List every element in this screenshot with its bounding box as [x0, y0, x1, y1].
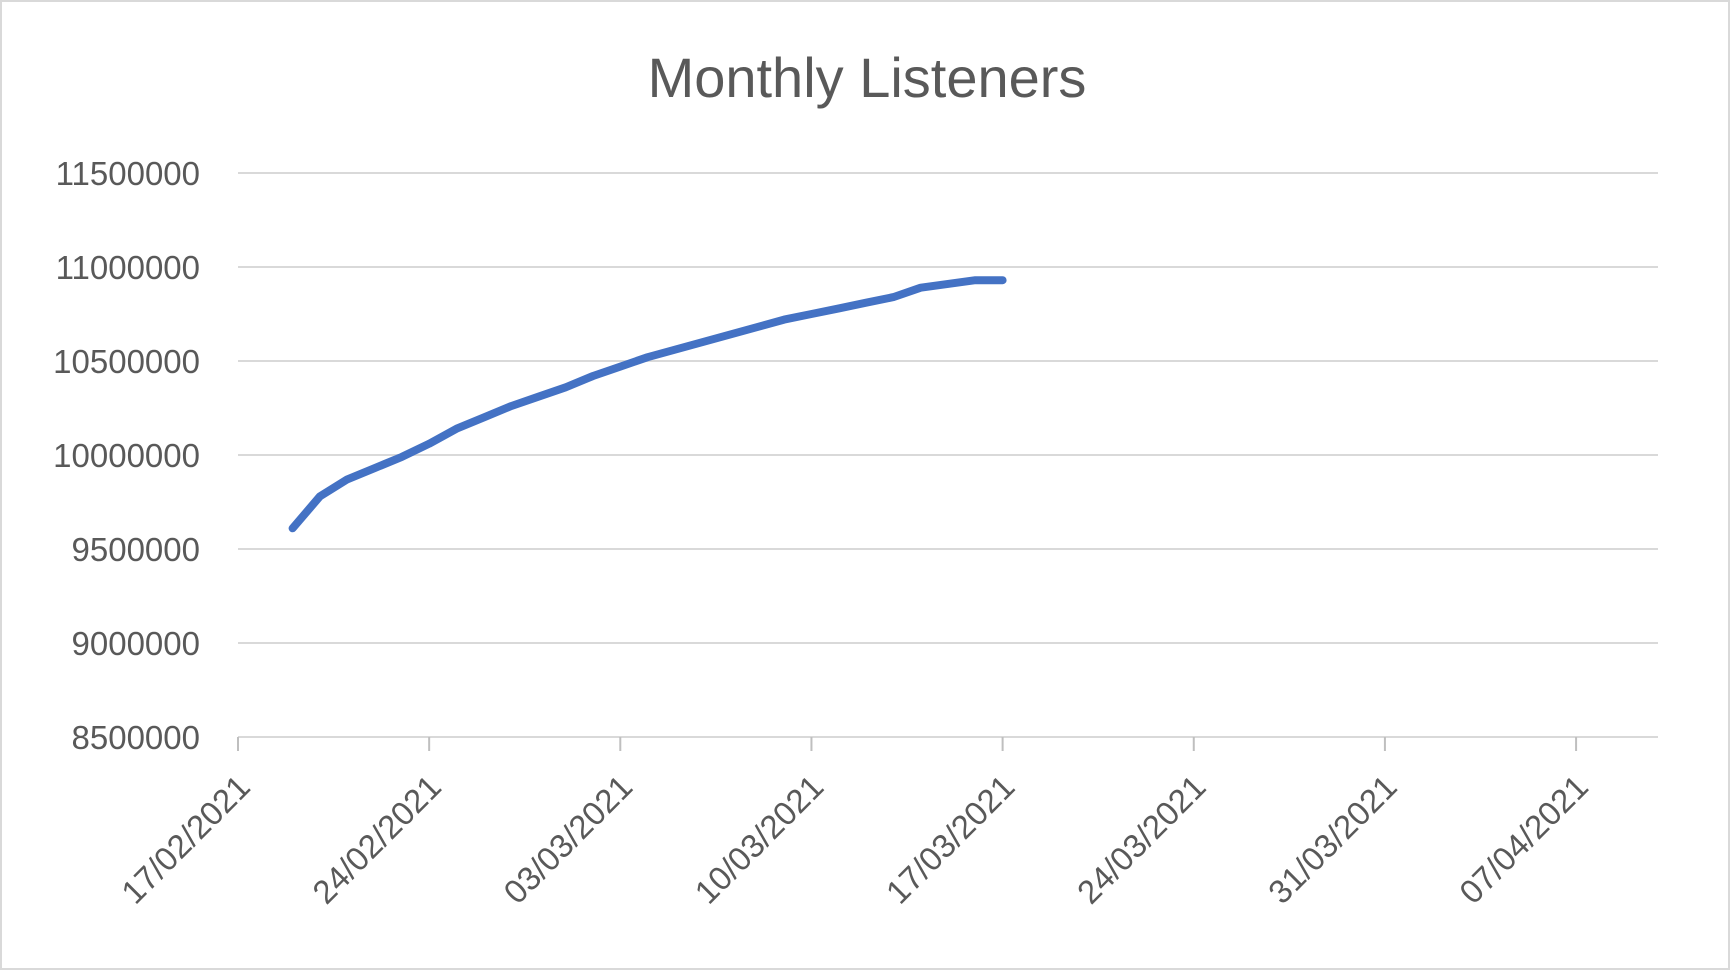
series-layer: [288, 276, 1007, 533]
y-tick-label: 11500000: [56, 155, 200, 192]
x-tick-label: 17/03/2021: [879, 768, 1022, 911]
x-tick-label: 03/03/2021: [496, 768, 639, 911]
y-tick-label: 10000000: [53, 437, 200, 474]
x-tick-label: 24/03/2021: [1070, 768, 1213, 911]
y-tick-label: 11000000: [56, 249, 200, 286]
x-axis: 17/02/2021 24/02/2021 03/03/2021 10/03/2021…: [114, 736, 1658, 911]
y-axis-tick-labels: 8500000 9000000 9500000 10000000 10500000 110…: [53, 155, 200, 756]
x-tick-label: 24/02/2021: [305, 768, 448, 911]
x-tick-label: 10/03/2021: [687, 768, 830, 911]
chart-title: Monthly Listeners: [648, 46, 1087, 109]
y-tick-label: 9500000: [72, 531, 200, 568]
x-tick-label: 07/04/2021: [1452, 768, 1595, 911]
series-line: [288, 276, 1007, 533]
y-tick-label: 9000000: [72, 625, 200, 662]
gridlines: [238, 172, 1658, 738]
y-tick-label: 10500000: [53, 343, 200, 380]
y-tick-label: 8500000: [72, 719, 200, 756]
x-tick-label: 17/02/2021: [114, 768, 257, 911]
x-tick-label: 31/03/2021: [1261, 768, 1404, 911]
